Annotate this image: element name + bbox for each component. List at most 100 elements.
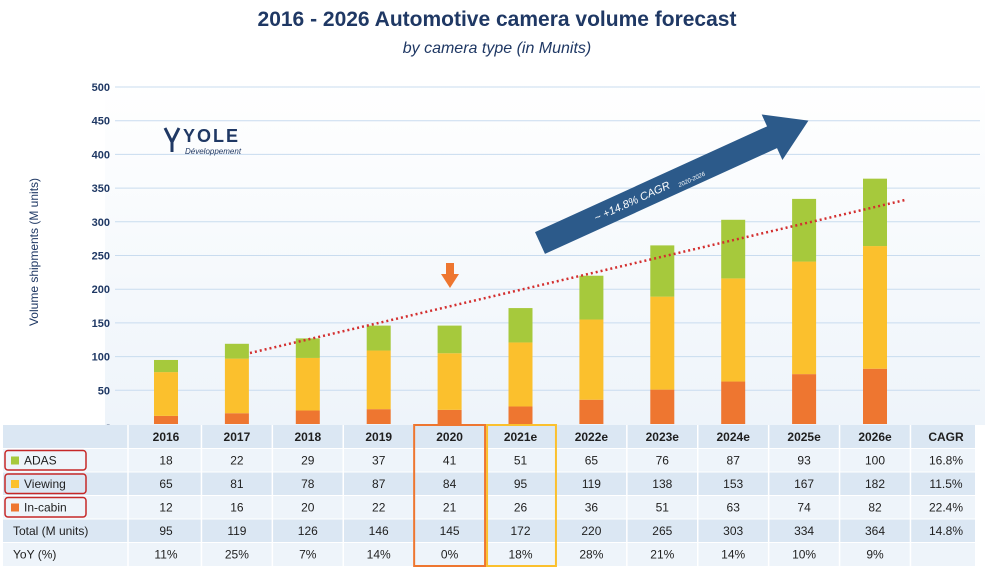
bar-viewing-2017 bbox=[224, 358, 249, 414]
legend-swatch bbox=[11, 456, 19, 465]
cagr-header: CAGR bbox=[928, 430, 964, 444]
data-label: 36 bbox=[585, 501, 599, 515]
data-label: 65 bbox=[159, 477, 173, 491]
yoy-value: 7% bbox=[299, 548, 317, 562]
y-tick-label: 400 bbox=[92, 149, 110, 161]
total-value: 119 bbox=[227, 524, 246, 538]
data-label: 21 bbox=[443, 501, 457, 515]
data-label: 65 bbox=[585, 454, 599, 468]
yoy-value: 14% bbox=[367, 548, 391, 562]
trend-line bbox=[249, 198, 906, 355]
data-label: 93 bbox=[797, 454, 811, 468]
total-value: 303 bbox=[723, 524, 743, 538]
yoy-value: 25% bbox=[225, 548, 249, 562]
data-label: 51 bbox=[656, 501, 670, 515]
legend-box bbox=[4, 473, 87, 495]
y-tick-label: 450 bbox=[92, 116, 110, 128]
bar-adas-2023e bbox=[650, 245, 675, 297]
yole-logo: YOLE Développement bbox=[163, 126, 242, 156]
x-tick-label: 2023e bbox=[646, 430, 680, 444]
data-label: 119 bbox=[582, 477, 601, 491]
bar-viewing-2016 bbox=[154, 372, 178, 416]
total-value: 95 bbox=[159, 524, 173, 538]
row-label-yoy: YoY (%) bbox=[13, 548, 56, 562]
logo-tagline: Développement bbox=[185, 147, 242, 156]
row-label-total: Total (M units) bbox=[13, 524, 88, 538]
total-value: 172 bbox=[510, 524, 530, 538]
bar-viewing-2019 bbox=[366, 350, 391, 410]
bar-incabin-2016 bbox=[154, 415, 178, 424]
legend-box bbox=[4, 449, 87, 471]
bar-viewing-2025e bbox=[792, 261, 817, 375]
bar-adas-2022e bbox=[579, 275, 604, 320]
bar-incabin-2024e bbox=[721, 381, 746, 424]
data-label: 182 bbox=[865, 477, 885, 491]
y-axis-label: Volume shipments (M units) bbox=[27, 178, 41, 326]
total-value: 145 bbox=[440, 524, 460, 538]
bar-incabin-2021e bbox=[508, 406, 533, 424]
bar-incabin-2019 bbox=[366, 409, 391, 424]
bar-incabin-2018 bbox=[295, 410, 320, 424]
bar-adas-2026e bbox=[863, 178, 887, 247]
logo-name: YOLE bbox=[183, 126, 240, 146]
bar-incabin-2020 bbox=[437, 409, 462, 424]
cagr-value: 11.5% bbox=[929, 477, 962, 491]
cagr-value: 22.4% bbox=[929, 501, 963, 515]
yoy-value: 10% bbox=[792, 548, 816, 562]
y-tick-label: 300 bbox=[92, 217, 110, 229]
legend-box bbox=[4, 496, 87, 518]
bar-viewing-2022e bbox=[579, 319, 604, 400]
x-tick-label: 2024e bbox=[717, 430, 751, 444]
x-tick-label: 2016 bbox=[153, 430, 180, 444]
y-tick-label: 350 bbox=[92, 183, 110, 195]
y-tick-label: 100 bbox=[92, 352, 110, 364]
x-tick-label: 2020 bbox=[436, 430, 463, 444]
data-label: 20 bbox=[301, 501, 315, 515]
y-tick-label: 250 bbox=[92, 251, 110, 263]
cagr-value: 16.8% bbox=[929, 454, 963, 468]
bar-viewing-2018 bbox=[295, 357, 320, 411]
data-label: 29 bbox=[301, 454, 315, 468]
data-label: 16 bbox=[230, 501, 244, 515]
page-title: 2016 - 2026 Automotive camera volume for… bbox=[257, 8, 737, 31]
table-row-bg bbox=[3, 425, 975, 449]
bar-viewing-2023e bbox=[650, 296, 675, 390]
data-label: 95 bbox=[514, 477, 528, 491]
yoy-value: 18% bbox=[508, 548, 532, 562]
bar-viewing-2024e bbox=[721, 278, 746, 382]
bar-adas-2025e bbox=[792, 198, 817, 262]
data-label: 22 bbox=[230, 454, 244, 468]
data-label: 84 bbox=[443, 477, 457, 491]
legend-swatch bbox=[11, 480, 19, 488]
data-label: 78 bbox=[301, 477, 315, 491]
bar-adas-2024e bbox=[721, 219, 746, 279]
yoy-value: 9% bbox=[866, 548, 884, 562]
yoy-value: 14% bbox=[721, 548, 745, 562]
bar-adas-2017 bbox=[224, 343, 249, 359]
x-tick-label: 2022e bbox=[575, 430, 609, 444]
bar-viewing-2026e bbox=[863, 246, 887, 369]
data-label: 87 bbox=[372, 477, 386, 491]
yoy-value: 0% bbox=[441, 548, 459, 562]
data-label: 51 bbox=[514, 454, 528, 468]
bar-adas-2020 bbox=[437, 325, 462, 354]
x-tick-label: 2025e bbox=[787, 430, 821, 444]
data-label: 167 bbox=[794, 477, 814, 491]
bar-adas-2016 bbox=[154, 359, 178, 373]
yoy-value: 11% bbox=[154, 548, 177, 562]
table-row-bg bbox=[3, 472, 975, 496]
logo-mark bbox=[163, 127, 181, 152]
data-label: 37 bbox=[372, 454, 386, 468]
data-label: 22 bbox=[372, 501, 386, 515]
data-label: 18 bbox=[159, 454, 173, 468]
bar-adas-2019 bbox=[366, 325, 391, 351]
data-label: 12 bbox=[159, 501, 173, 515]
legend-label-incabin: In-cabin bbox=[24, 501, 67, 515]
bar-incabin-2017 bbox=[224, 413, 249, 424]
y-tick-label: 50 bbox=[98, 385, 110, 397]
table-row-bg bbox=[3, 448, 975, 472]
x-tick-label: 2019 bbox=[365, 430, 392, 444]
data-label: 87 bbox=[727, 454, 741, 468]
total-value: 146 bbox=[369, 524, 389, 538]
